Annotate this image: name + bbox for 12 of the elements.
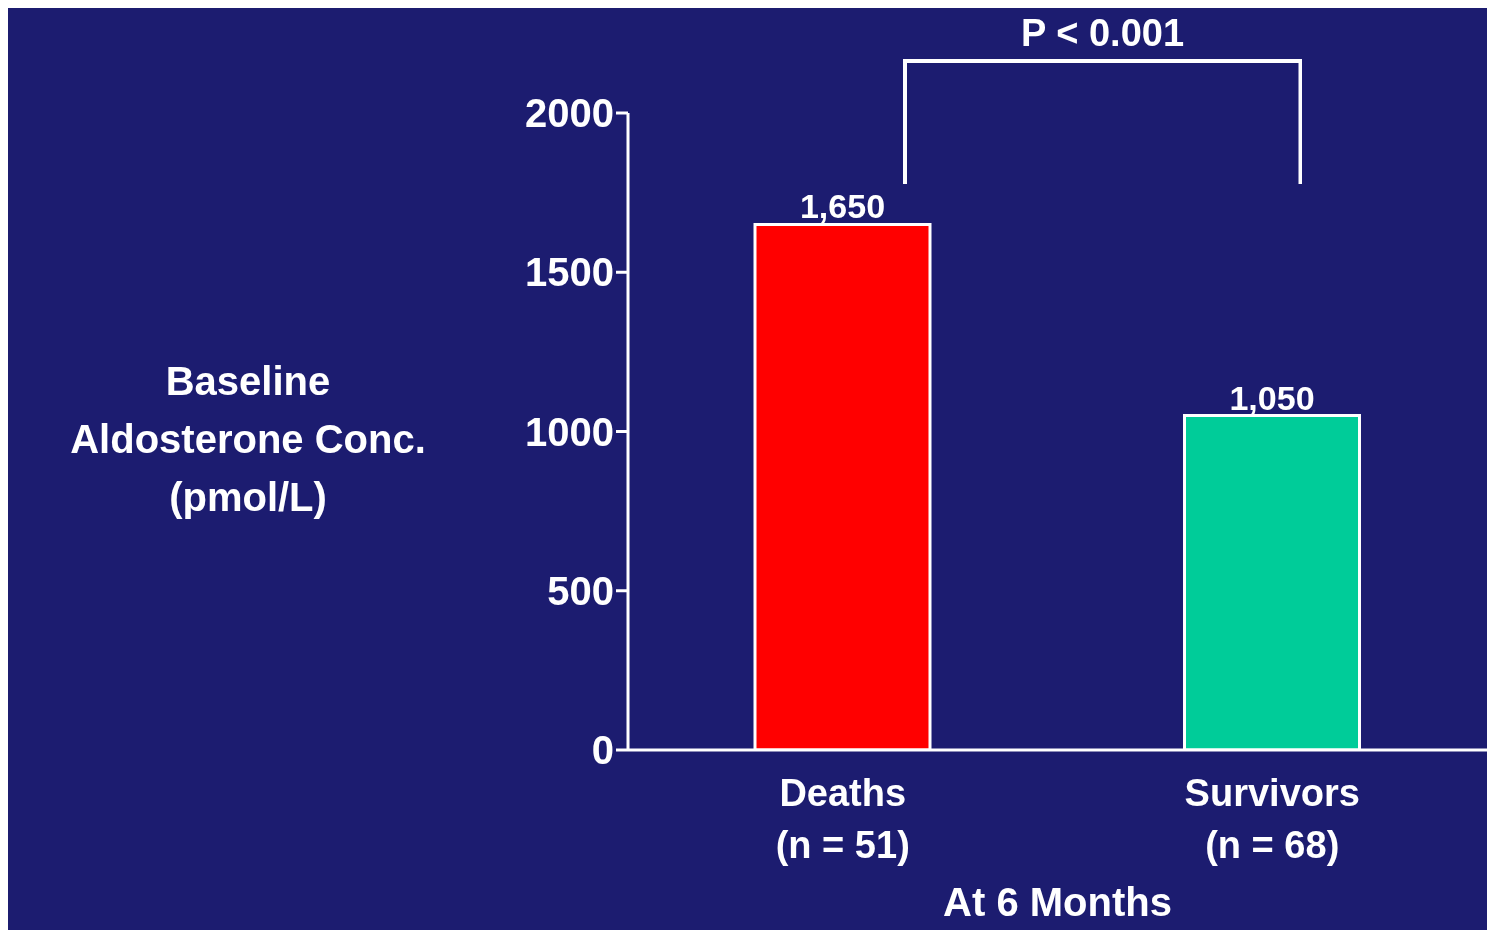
x-tick-label: Survivors (n = 68) xyxy=(1184,772,1360,866)
y-axis-title: Baseline Aldosterone Conc. (pmol/L) xyxy=(69,357,427,521)
y-tick-label: 500 xyxy=(547,568,614,613)
y-tick-label: 2000 xyxy=(525,91,614,136)
y-tick-label: 1500 xyxy=(525,250,614,295)
x-axis-title: At 6 Months xyxy=(942,880,1173,925)
data-label: 1,650 xyxy=(799,187,886,226)
data-label: 1,050 xyxy=(1229,378,1315,417)
y-tick-label: 0 xyxy=(591,728,614,773)
y-tick-label: 1000 xyxy=(525,409,614,454)
x-tick-label: Deaths (n = 51) xyxy=(775,772,910,866)
text: P < 0.001 xyxy=(1019,12,1186,55)
